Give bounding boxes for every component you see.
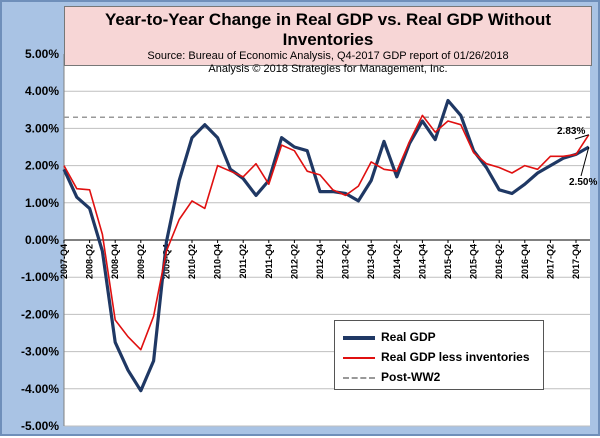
y-tick-label: -4.00% <box>21 382 59 396</box>
chart-subtitle-copyright: Analysis © 2018 Strategies for Managemen… <box>208 63 448 75</box>
x-tick-label: 2014-Q2 <box>392 244 402 279</box>
x-tick-label: 2014-Q4 <box>417 244 427 279</box>
annotation-leader-real-gdp <box>580 146 590 177</box>
annotation-real-gdp-last: 2.50% <box>569 177 598 188</box>
legend-label-post-ww2: Post-WW2 <box>381 370 441 384</box>
chart-subtitle-source: Source: Bureau of Economic Analysis, Q4-… <box>147 50 509 62</box>
x-tick-label: 2017-Q4 <box>571 244 581 279</box>
legend: Real GDP Real GDP less inventories Post-… <box>334 320 544 390</box>
series-line-real-gdp <box>62 98 590 393</box>
y-tick-label: 2.00% <box>25 159 59 173</box>
legend-swatch-real-gdp <box>343 336 375 340</box>
x-tick-label: 2017-Q2 <box>545 244 555 279</box>
y-tick-label: 0.00% <box>25 233 59 247</box>
y-tick-label: 1.00% <box>25 196 59 210</box>
x-tick-label: 2015-Q4 <box>469 244 479 279</box>
x-tick-label: 2011-Q4 <box>264 244 274 279</box>
x-tick-label: 2010-Q2 <box>187 244 197 279</box>
y-tick-label: 3.00% <box>25 121 59 135</box>
x-tick-label: 2016-Q4 <box>520 244 530 279</box>
title-box: Year-to-Year Change in Real GDP vs. Real… <box>64 6 592 75</box>
y-tick-label: -1.00% <box>21 270 59 284</box>
y-tick-label: 4.00% <box>25 84 59 98</box>
chart-title: Year-to-Year Change in Real GDP vs. Real… <box>104 10 552 49</box>
legend-label-real-gdp: Real GDP <box>381 330 436 344</box>
x-tick-label: 2008-Q4 <box>110 244 120 279</box>
legend-label-less-inventories: Real GDP less inventories <box>381 350 530 364</box>
x-tick-label: 2009-Q2 <box>136 244 146 279</box>
y-tick-label: -2.00% <box>21 307 59 321</box>
y-tick-label: 5.00% <box>25 47 59 61</box>
x-tick-label: 2013-Q4 <box>366 244 376 279</box>
x-tick-label: 2010-Q4 <box>213 244 223 279</box>
annotation-leader-less-inventories <box>574 134 589 140</box>
x-tick-label: 2012-Q4 <box>315 244 325 279</box>
series-line-less-inventories <box>63 114 590 351</box>
y-tick-label: -5.00% <box>21 419 59 433</box>
annotation-less-inventories-last: 2.83% <box>557 126 586 137</box>
x-tick-label: 2015-Q2 <box>443 244 453 279</box>
x-tick-label: 2013-Q2 <box>341 244 351 279</box>
x-tick-label: 2016-Q2 <box>494 244 504 279</box>
x-tick-label: 2008-Q2 <box>85 244 95 279</box>
y-tick-label: -3.00% <box>21 345 59 359</box>
x-tick-label: 2009-Q4 <box>161 244 171 279</box>
x-tick-label: 2007-Q4 <box>59 244 69 279</box>
legend-swatch-post-ww2 <box>343 377 375 379</box>
legend-swatch-less-inventories <box>343 357 375 359</box>
x-tick-label: 2011-Q2 <box>238 244 248 279</box>
x-tick-label: 2012-Q2 <box>289 244 299 279</box>
